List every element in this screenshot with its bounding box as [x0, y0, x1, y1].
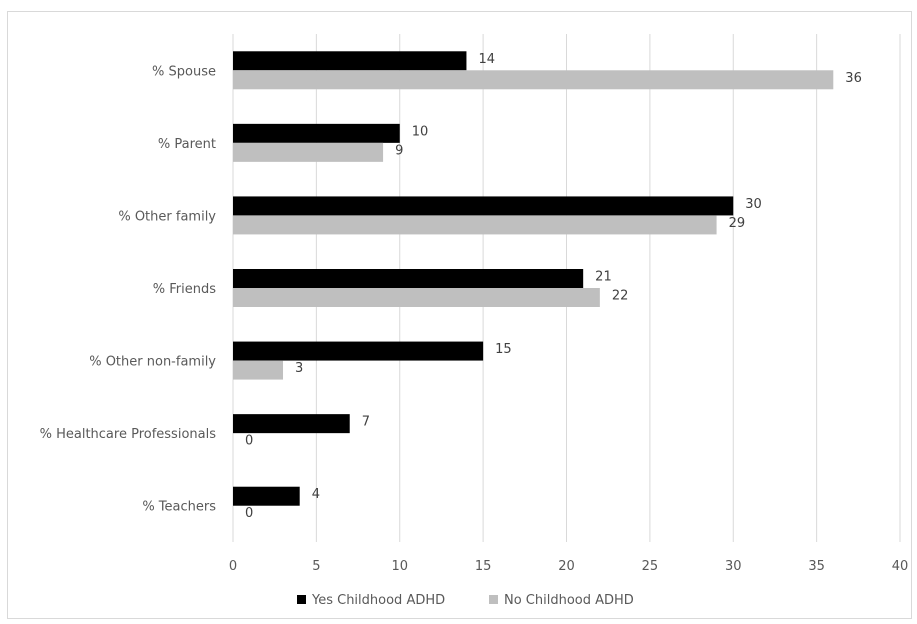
category-label: % Parent — [158, 137, 216, 152]
category-label: % Teachers — [142, 500, 216, 515]
bar — [233, 341, 484, 361]
bar — [233, 70, 834, 90]
x-tick-label: 20 — [558, 559, 575, 574]
legend-label: Yes Childhood ADHD — [311, 593, 445, 608]
data-label: 22 — [612, 289, 629, 304]
x-tick-label: 5 — [312, 559, 320, 574]
category-label: % Other family — [118, 209, 216, 224]
data-label: 15 — [495, 342, 512, 357]
category-labels: % Spouse % Parent % Other family % Friends%… — [40, 64, 217, 514]
bar — [233, 215, 717, 235]
data-label: 21 — [595, 270, 612, 285]
bar — [233, 414, 350, 434]
chart-frame — [7, 11, 912, 619]
bar — [233, 123, 400, 143]
data-label: 10 — [412, 124, 429, 139]
data-label: 4 — [312, 487, 320, 502]
bar — [233, 142, 384, 162]
bar — [233, 196, 734, 216]
legend-swatch — [489, 595, 498, 604]
data-label: 7 — [362, 415, 370, 430]
bar — [233, 360, 284, 380]
x-tick-labels: 0 5 10 15 20 25 30 35 40 — [229, 559, 908, 574]
gridlines — [232, 34, 901, 542]
category-label: % Friends — [153, 282, 216, 297]
x-tick-label: 15 — [475, 559, 492, 574]
x-tick-label: 25 — [642, 559, 659, 574]
bar — [233, 288, 600, 307]
data-label: 29 — [729, 216, 746, 231]
x-tick-label: 30 — [725, 559, 742, 574]
data-label: 14 — [478, 52, 495, 67]
category-label: % Spouse — [152, 64, 216, 79]
data-label: 9 — [395, 143, 403, 158]
bar — [233, 486, 300, 506]
legend-swatch — [297, 595, 306, 604]
bar — [233, 269, 584, 288]
data-label: 36 — [845, 71, 862, 86]
data-label: 0 — [245, 506, 253, 521]
x-tick-label: 10 — [391, 559, 408, 574]
bar — [233, 51, 467, 71]
x-tick-label: 35 — [808, 559, 825, 574]
legend-label: No Childhood ADHD — [504, 593, 634, 608]
data-label: 30 — [745, 197, 762, 212]
category-label: % Other non-family — [89, 355, 216, 370]
x-tick-label: 40 — [892, 559, 909, 574]
bars — [233, 51, 834, 506]
data-label: 0 — [245, 434, 253, 449]
category-label: % Healthcare Professionals — [40, 427, 217, 442]
legend: Yes Childhood ADHD No Childhood ADHD — [297, 593, 634, 608]
data-label: 3 — [295, 361, 303, 376]
x-tick-label: 0 — [229, 559, 237, 574]
